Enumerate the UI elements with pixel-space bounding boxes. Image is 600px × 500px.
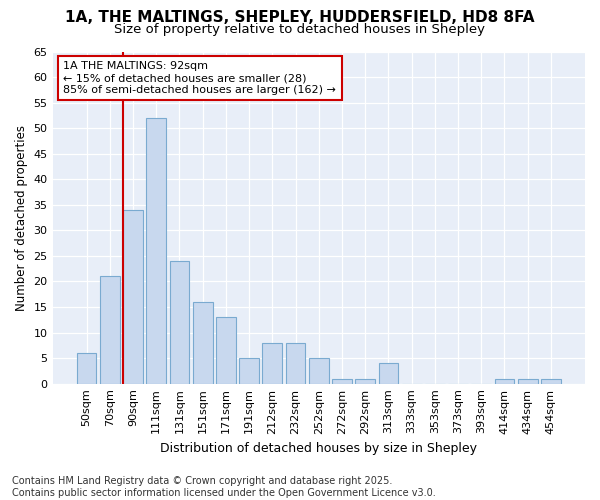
- X-axis label: Distribution of detached houses by size in Shepley: Distribution of detached houses by size …: [160, 442, 477, 455]
- Bar: [332, 378, 352, 384]
- Bar: [262, 343, 282, 384]
- Bar: [170, 261, 190, 384]
- Text: Size of property relative to detached houses in Shepley: Size of property relative to detached ho…: [115, 22, 485, 36]
- Bar: [355, 378, 375, 384]
- Bar: [379, 363, 398, 384]
- Bar: [286, 343, 305, 384]
- Bar: [100, 276, 119, 384]
- Bar: [309, 358, 329, 384]
- Bar: [541, 378, 561, 384]
- Bar: [518, 378, 538, 384]
- Bar: [494, 378, 514, 384]
- Bar: [77, 353, 97, 384]
- Bar: [123, 210, 143, 384]
- Bar: [216, 317, 236, 384]
- Bar: [146, 118, 166, 384]
- Bar: [239, 358, 259, 384]
- Bar: [193, 302, 212, 384]
- Text: 1A, THE MALTINGS, SHEPLEY, HUDDERSFIELD, HD8 8FA: 1A, THE MALTINGS, SHEPLEY, HUDDERSFIELD,…: [65, 10, 535, 25]
- Y-axis label: Number of detached properties: Number of detached properties: [15, 124, 28, 310]
- Text: 1A THE MALTINGS: 92sqm
← 15% of detached houses are smaller (28)
85% of semi-det: 1A THE MALTINGS: 92sqm ← 15% of detached…: [63, 62, 336, 94]
- Text: Contains HM Land Registry data © Crown copyright and database right 2025.
Contai: Contains HM Land Registry data © Crown c…: [12, 476, 436, 498]
